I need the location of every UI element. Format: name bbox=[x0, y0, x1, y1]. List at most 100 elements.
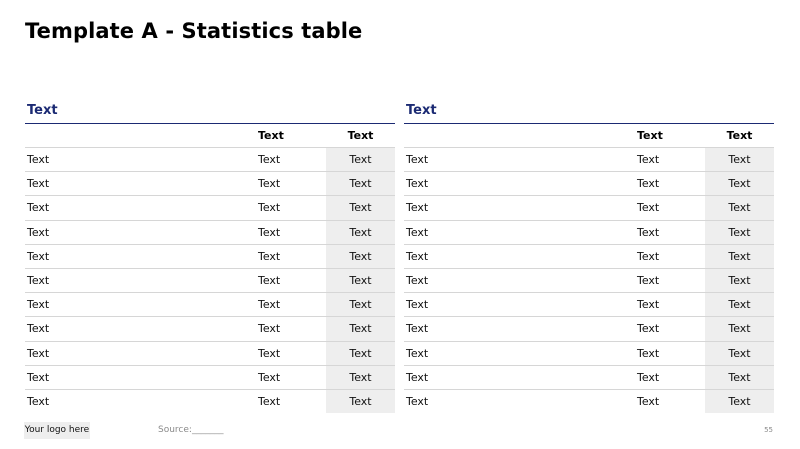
table-cell: Text bbox=[705, 172, 774, 196]
table-cell: Text bbox=[705, 148, 774, 172]
table-cell: Text bbox=[258, 370, 281, 384]
table-cell: Text bbox=[27, 249, 50, 263]
table-cell: Text bbox=[637, 346, 660, 360]
table-cell: Text bbox=[258, 225, 281, 239]
table-row: Text Text Text bbox=[25, 341, 395, 366]
table-cell: Text bbox=[637, 201, 660, 215]
table-row: Text Text Text bbox=[404, 317, 774, 342]
table-cell: Text bbox=[326, 196, 395, 220]
column-header bbox=[25, 124, 257, 147]
table-cell: Text bbox=[637, 273, 660, 287]
table-row: Text Text Text bbox=[25, 317, 395, 342]
column-header-row: Text Text bbox=[404, 124, 774, 148]
statistics-table-right: Text Text Text Text Text Text Text Text Text… bbox=[404, 101, 774, 414]
table-row: Text Text Text bbox=[404, 268, 774, 294]
table-cell: Text bbox=[637, 394, 660, 408]
table-cell: Text bbox=[27, 153, 50, 166]
table-row: Text Text Text bbox=[25, 172, 395, 197]
table-cell: Text bbox=[406, 273, 429, 287]
table-cell: Text bbox=[637, 298, 660, 312]
table-cell: Text bbox=[406, 394, 429, 408]
table-cell: Text bbox=[27, 225, 50, 239]
table-row: Text Text Text bbox=[404, 244, 774, 269]
table-cell: Text bbox=[258, 153, 281, 166]
column-header: Text bbox=[637, 129, 663, 142]
table-header: Text bbox=[25, 101, 395, 124]
table-row: Text Text Text bbox=[404, 341, 774, 366]
table-row: Text Text Text bbox=[404, 172, 774, 197]
table-cell: Text bbox=[258, 201, 281, 215]
table-row: Text Text Text bbox=[404, 293, 774, 318]
table-cell: Text bbox=[637, 177, 660, 191]
table-row: Text Text Text bbox=[404, 365, 774, 390]
table-cell: Text bbox=[705, 293, 774, 317]
table-cell: Text bbox=[27, 394, 50, 408]
column-header bbox=[404, 124, 636, 147]
table-cell: Text bbox=[27, 298, 50, 312]
table-cell: Text bbox=[406, 370, 429, 384]
table-cell: Text bbox=[258, 394, 281, 408]
table-cell: Text bbox=[406, 322, 429, 336]
table-row: Text Text Text bbox=[404, 220, 774, 245]
table-cell: Text bbox=[27, 370, 50, 384]
table-cell: Text bbox=[326, 317, 395, 341]
table-cell: Text bbox=[705, 389, 774, 414]
page-number: 55 bbox=[764, 426, 773, 434]
column-header: Text bbox=[726, 129, 753, 142]
table-cell: Text bbox=[27, 346, 50, 360]
table-header: Text bbox=[404, 101, 774, 124]
table-cell: Text bbox=[637, 370, 660, 384]
table-row: Text Text Text bbox=[25, 220, 395, 245]
table-cell: Text bbox=[326, 172, 395, 196]
table-cell: Text bbox=[326, 220, 395, 244]
table-cell: Text bbox=[326, 293, 395, 317]
table-cell: Text bbox=[258, 177, 281, 191]
table-row: Text Text Text bbox=[404, 148, 774, 173]
source-note: Source:_______ bbox=[158, 425, 224, 435]
table-cell: Text bbox=[326, 389, 395, 414]
table-cell: Text bbox=[326, 148, 395, 172]
table-cell: Text bbox=[258, 249, 281, 263]
table-cell: Text bbox=[258, 273, 281, 287]
table-cell: Text bbox=[406, 298, 429, 312]
table-cell: Text bbox=[258, 298, 281, 312]
table-cell: Text bbox=[326, 244, 395, 268]
table-cell: Text bbox=[326, 341, 395, 365]
table-cell: Text bbox=[705, 341, 774, 365]
table-cell: Text bbox=[705, 220, 774, 244]
table-row: Text Text Text bbox=[25, 389, 395, 414]
table-row: Text Text Text bbox=[404, 389, 774, 414]
table-cell: Text bbox=[637, 153, 660, 166]
table-cell: Text bbox=[406, 177, 429, 191]
page-title: Template A - Statistics table bbox=[25, 19, 363, 43]
table-row: Text Text Text bbox=[25, 196, 395, 221]
table-cell: Text bbox=[27, 273, 50, 287]
table-cell: Text bbox=[406, 225, 429, 239]
table-row: Text Text Text bbox=[404, 196, 774, 221]
table-row: Text Text Text bbox=[25, 148, 395, 173]
table-cell: Text bbox=[27, 177, 50, 191]
table-row: Text Text Text bbox=[25, 244, 395, 269]
table-cell: Text bbox=[326, 365, 395, 389]
table-cell: Text bbox=[705, 268, 774, 293]
table-cell: Text bbox=[27, 201, 50, 215]
table-cell: Text bbox=[406, 153, 429, 166]
table-cell: Text bbox=[637, 249, 660, 263]
column-header-row: Text Text bbox=[25, 124, 395, 148]
table-cell: Text bbox=[406, 201, 429, 215]
table-cell: Text bbox=[705, 365, 774, 389]
table-row: Text Text Text bbox=[25, 365, 395, 390]
table-cell: Text bbox=[637, 225, 660, 239]
table-cell: Text bbox=[705, 196, 774, 220]
table-row: Text Text Text bbox=[25, 293, 395, 318]
table-cell: Text bbox=[258, 346, 281, 360]
table-cell: Text bbox=[406, 346, 429, 360]
table-row: Text Text Text bbox=[25, 268, 395, 294]
table-cell: Text bbox=[258, 322, 281, 336]
table-cell: Text bbox=[326, 268, 395, 293]
logo-placeholder: Your logo here bbox=[24, 422, 90, 439]
table-cell: Text bbox=[406, 249, 429, 263]
table-cell: Text bbox=[637, 322, 660, 336]
column-header: Text bbox=[347, 129, 374, 142]
table-cell: Text bbox=[705, 244, 774, 268]
